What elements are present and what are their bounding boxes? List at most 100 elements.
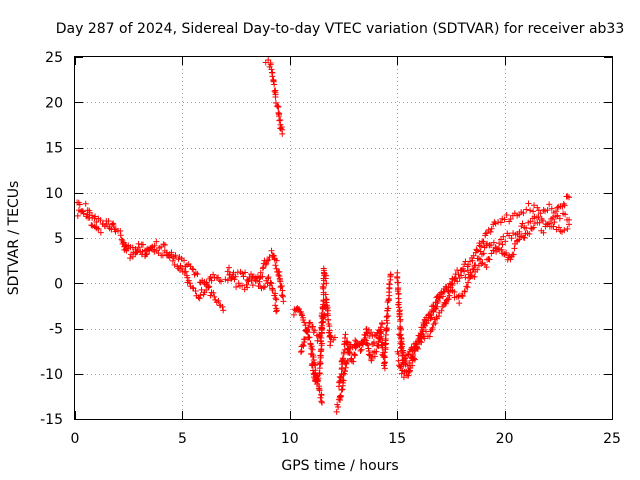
- data-point: [410, 351, 417, 358]
- data-point: [300, 342, 307, 349]
- data-point: [129, 244, 136, 251]
- data-point: [503, 212, 510, 219]
- data-point: [429, 324, 436, 331]
- data-point: [386, 281, 393, 288]
- data-point: [395, 290, 402, 297]
- data-point: [318, 398, 325, 405]
- data-point: [142, 251, 149, 258]
- data-point: [521, 234, 528, 241]
- data-point: [265, 57, 272, 64]
- data-point: [264, 257, 271, 264]
- data-point: [415, 336, 422, 343]
- data-point: [358, 346, 365, 353]
- data-point: [192, 288, 199, 295]
- data-point: [265, 274, 272, 281]
- data-point: [299, 342, 306, 349]
- data-point: [132, 245, 139, 252]
- data-point: [224, 268, 231, 275]
- data-point: [97, 229, 104, 236]
- data-point: [365, 351, 372, 358]
- data-point: [136, 244, 143, 251]
- data-point: [264, 275, 271, 282]
- data-point: [383, 325, 390, 332]
- data-point: [322, 275, 329, 282]
- data-point: [339, 355, 346, 362]
- data-point: [192, 270, 199, 277]
- data-point: [455, 271, 462, 278]
- data-point: [555, 224, 562, 231]
- data-point: [240, 273, 247, 280]
- data-point: [442, 300, 449, 307]
- data-point: [179, 265, 186, 272]
- data-point: [269, 73, 276, 80]
- data-point: [412, 340, 419, 347]
- data-point: [272, 262, 279, 269]
- data-point: [256, 278, 263, 285]
- data-point: [273, 257, 280, 264]
- data-point: [337, 374, 344, 381]
- data-point: [499, 241, 506, 248]
- data-point: [327, 342, 334, 349]
- data-point: [496, 240, 503, 247]
- data-point: [259, 265, 266, 272]
- data-point: [272, 99, 279, 106]
- data-point: [405, 367, 412, 374]
- data-point: [257, 269, 264, 276]
- x-tick-label: 0: [71, 431, 80, 447]
- data-point: [480, 250, 487, 257]
- data-point: [320, 297, 327, 304]
- data-point: [336, 378, 343, 385]
- x-tick-label: 10: [281, 431, 299, 447]
- data-point: [371, 353, 378, 360]
- data-point: [226, 264, 233, 271]
- data-point: [208, 277, 215, 284]
- data-point: [445, 296, 452, 303]
- data-point: [566, 216, 573, 223]
- data-point: [269, 252, 276, 259]
- data-point: [269, 287, 276, 294]
- data-point: [465, 261, 472, 268]
- data-point: [125, 245, 132, 252]
- data-point: [385, 297, 392, 304]
- data-point: [518, 223, 525, 230]
- data-point: [290, 311, 297, 318]
- data-point: [273, 307, 280, 314]
- data-point: [469, 257, 476, 264]
- data-point: [397, 332, 404, 339]
- data-point: [317, 358, 324, 365]
- data-point: [344, 346, 351, 353]
- data-point: [511, 245, 518, 252]
- data-point: [421, 335, 428, 342]
- data-point: [407, 362, 414, 369]
- y-tick-label: -5: [49, 322, 63, 338]
- data-point: [465, 279, 472, 286]
- data-point: [161, 241, 168, 248]
- data-point: [119, 240, 126, 247]
- data-point: [308, 351, 315, 358]
- data-point: [490, 239, 497, 246]
- data-point: [216, 277, 223, 284]
- data-point: [379, 320, 386, 327]
- data-point: [182, 268, 189, 275]
- data-point: [403, 357, 410, 364]
- data-point: [337, 396, 344, 403]
- data-point: [189, 265, 196, 272]
- data-point: [275, 103, 282, 110]
- data-point: [370, 339, 377, 346]
- data-point: [337, 392, 344, 399]
- data-point: [331, 334, 338, 341]
- data-point: [556, 215, 563, 222]
- data-point: [110, 220, 117, 227]
- data-point: [235, 280, 242, 287]
- data-point: [273, 265, 280, 272]
- data-point: [231, 276, 238, 283]
- data-point: [311, 327, 318, 334]
- data-point: [168, 252, 175, 259]
- data-point: [272, 302, 279, 309]
- data-point: [536, 219, 543, 226]
- data-point: [396, 331, 403, 338]
- data-point: [277, 278, 284, 285]
- data-point: [158, 243, 165, 250]
- data-point: [477, 243, 484, 250]
- data-point: [459, 293, 466, 300]
